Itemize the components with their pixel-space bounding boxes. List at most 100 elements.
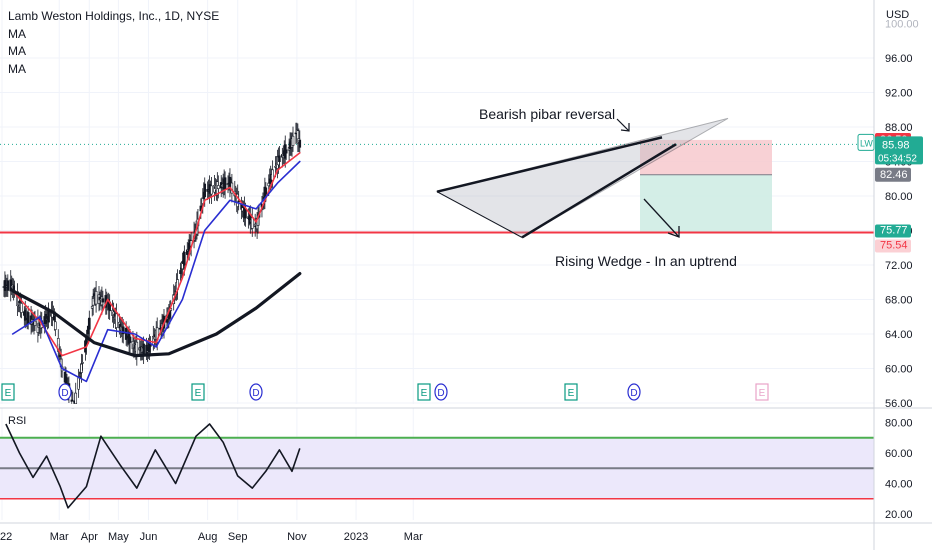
candle-body — [33, 320, 37, 326]
event-marker-dividend-3: D — [249, 383, 263, 401]
candle-body — [291, 135, 295, 146]
time-label-4: Jun — [140, 531, 158, 543]
rsi-line — [5, 423, 301, 509]
tag-symbol-text: LW — [860, 138, 873, 148]
price-tick-label-8: 64.00 — [885, 329, 913, 341]
tag-last-price: LW 85.98 05:34:52 — [857, 133, 923, 165]
rsi-tick-label-1: 60.00 — [885, 448, 913, 460]
price-tick-label-10: 56.00 — [885, 398, 913, 410]
event-marker-dividend-5: D — [434, 383, 448, 401]
rsi-tick-label-3: 20.00 — [885, 509, 913, 521]
tag-last-bg — [875, 136, 923, 165]
candle-body — [6, 280, 10, 291]
indicator-label-ma-3[interactable]: MA — [8, 62, 26, 76]
tag-support-lower: 75.54 — [875, 239, 911, 253]
candle-body — [101, 298, 105, 303]
candle-body — [210, 185, 213, 195]
tag-symbol-box — [857, 133, 875, 151]
tag-support-lower-bg — [875, 239, 911, 253]
event-marker-box — [1, 383, 15, 401]
tag-position-mid: 82.46 — [875, 167, 911, 182]
moving-average-ma_mid — [11, 160, 301, 383]
candle-body — [217, 185, 220, 189]
candle-body — [94, 291, 98, 305]
wedge-left-edge — [436, 191, 523, 238]
rsi-label: RSI — [8, 415, 26, 427]
tag-countdown-text: 05:34:52 — [878, 153, 917, 164]
event-marker-earnings-0: E — [1, 383, 15, 401]
price-tick-label-9: 60.00 — [885, 364, 913, 376]
price-tick-label-6: 72.00 — [885, 260, 913, 272]
event-marker-box — [434, 383, 448, 401]
event-marker-box — [564, 383, 578, 401]
pibar-arrow-head — [620, 123, 630, 132]
event-marker-box — [249, 383, 263, 401]
time-label-8: 2023 — [344, 531, 368, 543]
price-tick-label-1: 92.00 — [885, 88, 913, 100]
symbol-title[interactable]: Lamb Weston Holdings, Inc., 1D, NYSE — [8, 9, 220, 23]
tag-support-lower-text: 75.54 — [880, 239, 908, 251]
event-marker-label: E — [568, 388, 575, 399]
event-marker-box — [755, 383, 769, 401]
event-marker-label: D — [630, 388, 637, 399]
indicator-label-ma-1[interactable]: MA — [8, 27, 26, 41]
candle-body — [264, 187, 268, 195]
event-marker-earnings-4: E — [417, 383, 431, 401]
candle-body — [183, 251, 186, 266]
time-label-9: Mar — [404, 531, 423, 543]
candle-body — [26, 312, 30, 325]
time-label-1: Mar — [50, 531, 69, 543]
event-marker-earnings-8: E — [755, 383, 769, 401]
rsi-tick-label-2: 40.00 — [885, 479, 913, 491]
event-marker-box — [58, 383, 72, 401]
candle-body — [121, 326, 125, 335]
candles — [2, 122, 302, 409]
time-label-5: Aug — [198, 531, 218, 543]
candle-body — [135, 341, 139, 357]
time-label-0: 22 — [0, 531, 12, 543]
candle-body — [54, 321, 57, 330]
candle-body — [223, 177, 227, 190]
candle-body — [142, 343, 145, 355]
indicator-label-ma-2[interactable]: MA — [8, 44, 26, 58]
projection-arrow-head — [667, 226, 680, 238]
candle-body — [115, 313, 118, 328]
event-marker-label: E — [421, 388, 428, 399]
time-label-6: Sep — [228, 531, 248, 543]
time-label-3: May — [108, 531, 129, 543]
event-marker-label: D — [252, 388, 259, 399]
currency-label: USD — [886, 9, 910, 21]
candle-body — [20, 303, 23, 313]
tag-support-upper-bg — [875, 224, 911, 238]
price-tick-label-7: 68.00 — [885, 295, 913, 307]
pibar-arrow — [616, 118, 630, 132]
projection-arrow — [643, 198, 680, 238]
tag-position-mid-bg — [875, 167, 911, 182]
event-marker-box — [627, 383, 641, 401]
target-zone — [640, 174, 772, 233]
event-marker-dividend-1: D — [58, 383, 72, 401]
stop-loss-zone — [640, 139, 772, 175]
price-tick-label-4: 80.00 — [885, 191, 913, 203]
candle-body — [149, 344, 152, 347]
candle-body — [250, 217, 254, 229]
price-panel[interactable]: Bearish pibar reversal Rising Wedge - In … — [0, 106, 874, 409]
event-marker-label: E — [195, 388, 202, 399]
price-tick-label-2: 88.00 — [885, 122, 913, 134]
candle-body — [74, 392, 78, 405]
candle-body — [298, 139, 302, 148]
time-label-2: Apr — [81, 531, 98, 543]
time-label-7: Nov — [287, 531, 307, 543]
rsi-panel[interactable]: RSI — [0, 415, 874, 509]
candle-body — [278, 155, 281, 162]
candle-body — [203, 183, 207, 198]
price-tick-label-0: 96.00 — [885, 53, 913, 65]
candle-body — [128, 336, 132, 343]
moving-average-ma_fast — [11, 152, 301, 357]
tag-support-upper: 75.77 — [875, 224, 911, 238]
grid — [0, 0, 874, 520]
candle-body — [284, 149, 288, 154]
